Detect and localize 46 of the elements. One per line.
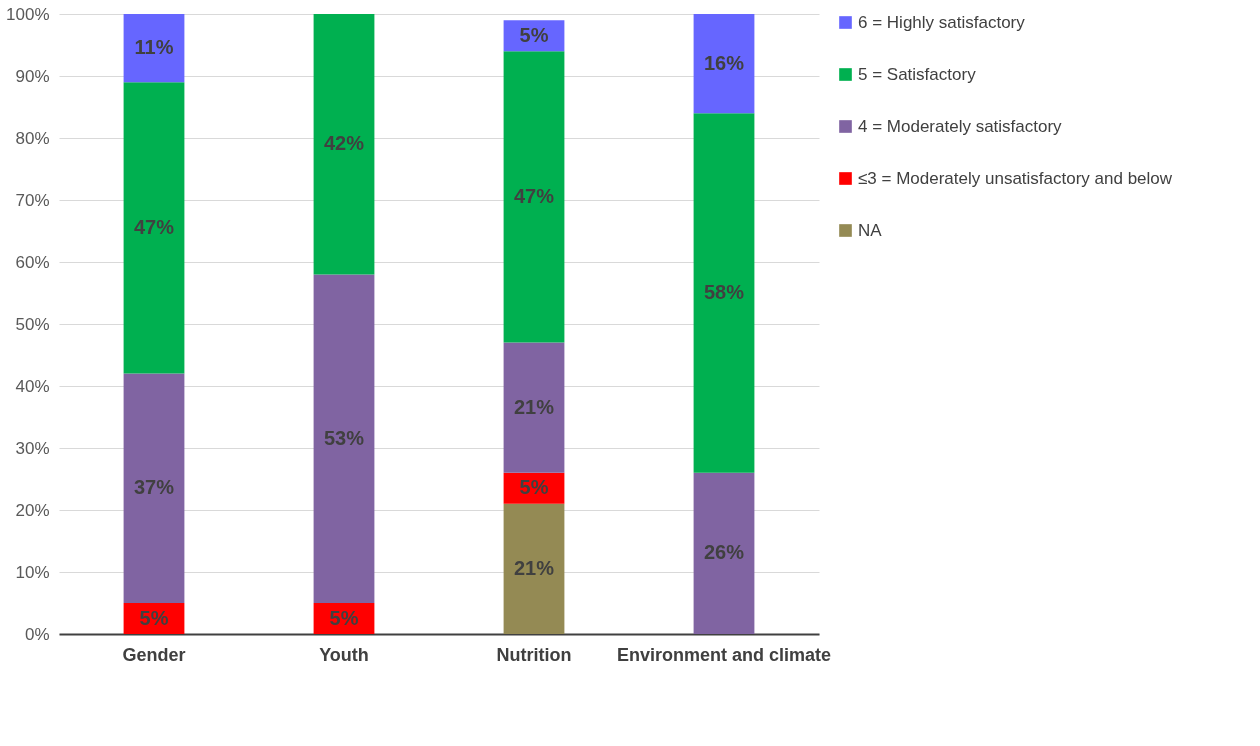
data-label: 21% (513, 556, 555, 579)
data-label: 53% (323, 426, 365, 449)
data-label: 26% (703, 541, 745, 564)
bar (313, 274, 375, 603)
legend-label: 5 = Satisfactory (858, 64, 977, 84)
legend-label: ≤3 = Moderately unsatisfactory and below (858, 168, 1173, 188)
data-label: 47% (133, 215, 175, 238)
bar (123, 82, 185, 374)
legend-label: 4 = Moderately satisfactory (858, 116, 1063, 136)
bar (503, 51, 565, 343)
bar (503, 503, 565, 634)
bar (123, 14, 185, 83)
data-label: 5% (519, 476, 549, 499)
bar (693, 14, 755, 114)
legend-label: NA (858, 220, 883, 240)
y-tick-label: 50% (15, 314, 50, 334)
data-label: 21% (513, 395, 555, 418)
y-tick-label: 80% (15, 128, 50, 148)
x-tick-label: Youth (319, 644, 369, 665)
bar (693, 472, 755, 634)
y-tick-label: 20% (15, 500, 50, 520)
y-tick-label: 90% (15, 66, 50, 86)
legend-label: 6 = Highly satisfactory (858, 12, 1026, 32)
data-label: 58% (703, 281, 745, 303)
data-label: 5% (329, 606, 359, 629)
y-tick-label: 30% (15, 438, 50, 458)
data-label: 47% (513, 184, 555, 207)
y-tick-label: 40% (15, 376, 50, 396)
y-tick-label: 60% (15, 252, 50, 272)
data-label: 11% (134, 36, 174, 59)
bar (313, 14, 375, 275)
x-tick-label: Nutrition (496, 644, 572, 665)
bar (123, 373, 185, 603)
y-tick-label: 0% (24, 624, 50, 644)
y-tick-label: 100% (6, 4, 50, 24)
y-tick-label: 70% (15, 190, 50, 210)
x-tick-label: Gender (122, 644, 186, 665)
data-label: 37% (133, 476, 175, 499)
data-label: 16% (703, 51, 745, 74)
y-tick-label: 10% (15, 562, 50, 582)
data-label: 5% (139, 606, 169, 629)
x-tick-label: Environment and climate (616, 644, 832, 665)
bar (503, 342, 565, 473)
data-label: 42% (323, 132, 365, 155)
bar (693, 113, 755, 473)
data-label: 5% (519, 23, 549, 46)
